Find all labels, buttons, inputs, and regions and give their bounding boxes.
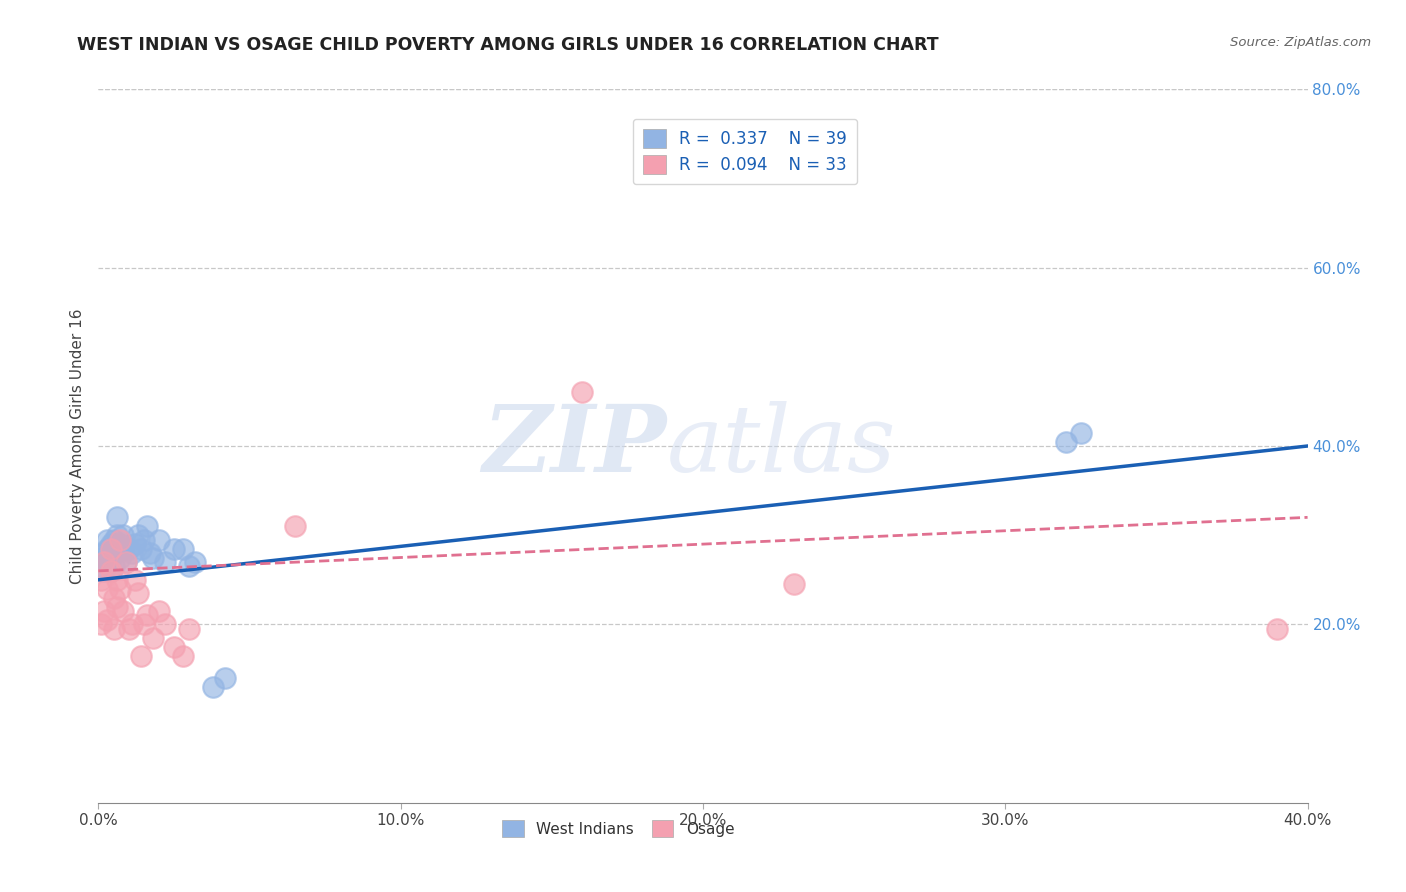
West Indians (96, 541, 118, 556)
West Indians (111, 528, 134, 542)
Y-axis label: Child Poverty Among Girls Under 16: Child Poverty Among Girls Under 16 (69, 309, 84, 583)
West Indians (93, 546, 115, 560)
West Indians (93, 564, 115, 578)
Osage (142, 631, 165, 645)
Osage (108, 582, 131, 596)
Osage (124, 573, 146, 587)
Osage (284, 519, 307, 533)
Osage (105, 573, 128, 587)
West Indians (129, 541, 152, 556)
Osage (93, 604, 115, 618)
West Indians (108, 550, 131, 565)
West Indians (135, 519, 157, 533)
West Indians (90, 550, 112, 565)
West Indians (132, 533, 155, 547)
West Indians (103, 559, 125, 574)
West Indians (108, 537, 131, 551)
West Indians (127, 528, 149, 542)
Osage (132, 617, 155, 632)
West Indians (111, 541, 134, 556)
Osage (129, 648, 152, 663)
Osage (163, 640, 186, 654)
West Indians (148, 533, 170, 547)
West Indians (172, 541, 194, 556)
Text: atlas: atlas (666, 401, 896, 491)
Osage (127, 586, 149, 600)
West Indians (103, 533, 125, 547)
Osage (96, 582, 118, 596)
West Indians (103, 546, 125, 560)
West Indians (96, 533, 118, 547)
Osage (153, 617, 176, 632)
Legend: West Indians, Osage: West Indians, Osage (495, 813, 742, 845)
West Indians (163, 541, 186, 556)
Osage (100, 541, 122, 556)
West Indians (184, 555, 207, 569)
Text: ZIP: ZIP (482, 401, 666, 491)
West Indians (179, 559, 201, 574)
Osage (103, 622, 125, 636)
West Indians (118, 541, 141, 556)
Osage (100, 564, 122, 578)
West Indians (214, 671, 236, 685)
West Indians (100, 537, 122, 551)
West Indians (96, 555, 118, 569)
West Indians (202, 680, 225, 694)
West Indians (124, 537, 146, 551)
Osage (135, 608, 157, 623)
West Indians (90, 559, 112, 574)
Osage (118, 622, 141, 636)
Osage (96, 613, 118, 627)
Osage (111, 604, 134, 618)
Osage (90, 573, 112, 587)
Osage (121, 617, 143, 632)
Text: WEST INDIAN VS OSAGE CHILD POVERTY AMONG GIRLS UNDER 16 CORRELATION CHART: WEST INDIAN VS OSAGE CHILD POVERTY AMONG… (77, 36, 939, 54)
West Indians (100, 564, 122, 578)
Osage (103, 591, 125, 605)
West Indians (153, 555, 176, 569)
Osage (148, 604, 170, 618)
Osage (105, 599, 128, 614)
West Indians (114, 555, 136, 569)
West Indians (1054, 434, 1077, 449)
West Indians (105, 510, 128, 524)
West Indians (1070, 425, 1092, 440)
Text: Source: ZipAtlas.com: Source: ZipAtlas.com (1230, 36, 1371, 49)
West Indians (142, 550, 165, 565)
Osage (1267, 622, 1289, 636)
West Indians (121, 546, 143, 560)
Osage (783, 577, 806, 591)
Osage (93, 555, 115, 569)
Osage (108, 533, 131, 547)
Osage (571, 385, 593, 400)
West Indians (100, 550, 122, 565)
West Indians (139, 546, 162, 560)
Osage (172, 648, 194, 663)
Osage (114, 555, 136, 569)
West Indians (105, 528, 128, 542)
Osage (179, 622, 201, 636)
Osage (90, 617, 112, 632)
